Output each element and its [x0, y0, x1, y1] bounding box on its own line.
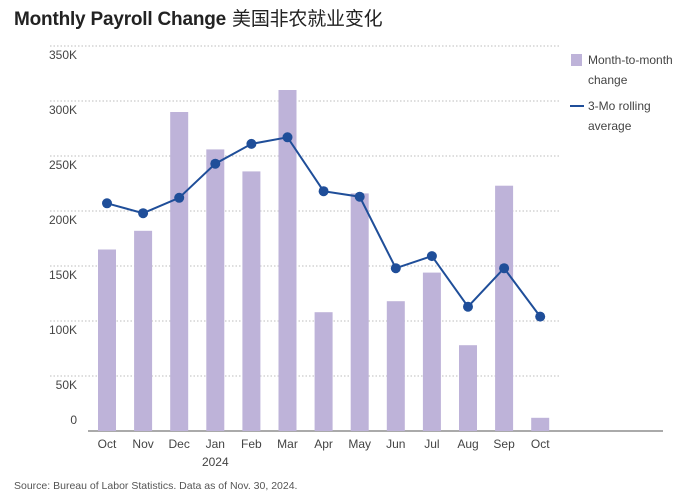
bar [459, 345, 477, 431]
bar-layer [98, 90, 550, 431]
rolling-average-point [426, 251, 437, 262]
x-tick-label: Jul [424, 437, 439, 451]
y-tick-label: 200K [49, 213, 77, 227]
bar [206, 149, 225, 431]
rolling-average-point [174, 192, 185, 203]
rolling-average-point [463, 301, 473, 312]
y-tick-label: 150K [49, 268, 77, 282]
y-tick-label: 100K [49, 323, 77, 337]
bar [422, 272, 441, 431]
x-tick-label: Oct [531, 437, 550, 451]
chart-title-en: Monthly Payroll Change [14, 9, 227, 30]
x-tick-label: Sep [493, 437, 515, 451]
rolling-average-point [246, 138, 257, 149]
bar [350, 193, 369, 431]
x-tick-label: Dec [169, 437, 190, 451]
bar [531, 417, 550, 431]
x-tick-label: Jan [206, 437, 225, 451]
legend-item-bars: Month-to-month change [570, 50, 690, 90]
legend-line-swatch [570, 105, 584, 107]
legend: Month-to-month change 3-Mo rolling avera… [570, 50, 690, 142]
chart-title-zh: 美国非农就业变化 [232, 8, 383, 30]
label-layer: 0 50K 100K 150K 200K 250K 300K 350K Oct Nov Dec Jan… [49, 48, 550, 469]
x-tick-label: Feb [241, 437, 262, 451]
rolling-average-point [102, 198, 112, 209]
rolling-average-point [535, 311, 546, 322]
year-label: 2024 [202, 455, 229, 469]
y-tick-label: 0 [70, 413, 77, 427]
rolling-average-point [138, 208, 149, 219]
x-tick-label: Apr [314, 437, 333, 451]
bar [495, 185, 514, 431]
y-tick-label: 350K [49, 48, 77, 62]
x-tick-label: Nov [132, 437, 153, 451]
x-tick-label: May [348, 437, 371, 451]
bar [386, 301, 405, 431]
chart-title: Monthly Payroll Change 美国非农就业变化 [14, 4, 383, 31]
y-tick-label: 50K [56, 378, 77, 392]
source-note: Source: Bureau of Labor Statistics. Data… [14, 480, 298, 492]
y-tick-label: 250K [49, 158, 77, 172]
legend-line-label: 3-Mo rolling average [588, 99, 651, 133]
legend-bars-label: Month-to-month change [588, 53, 673, 87]
legend-bar-swatch [571, 54, 582, 66]
legend-item-line: 3-Mo rolling average [570, 96, 690, 136]
bar [242, 171, 261, 431]
bar [170, 112, 189, 431]
rolling-average-point [390, 263, 401, 274]
rolling-average-point [210, 158, 221, 169]
x-tick-label: Oct [98, 437, 117, 451]
y-tick-label: 300K [49, 103, 77, 117]
x-tick-label: Mar [277, 437, 298, 451]
rolling-average-point [318, 186, 329, 197]
rolling-average-point [282, 132, 293, 143]
bar [134, 230, 153, 431]
bar [98, 249, 116, 431]
bar [278, 90, 297, 431]
line-layer [102, 132, 546, 322]
x-tick-label: Jun [386, 437, 405, 451]
rolling-average-point [354, 191, 365, 202]
x-tick-label: Aug [457, 437, 478, 451]
rolling-average-point [499, 263, 510, 274]
bar [314, 312, 333, 431]
